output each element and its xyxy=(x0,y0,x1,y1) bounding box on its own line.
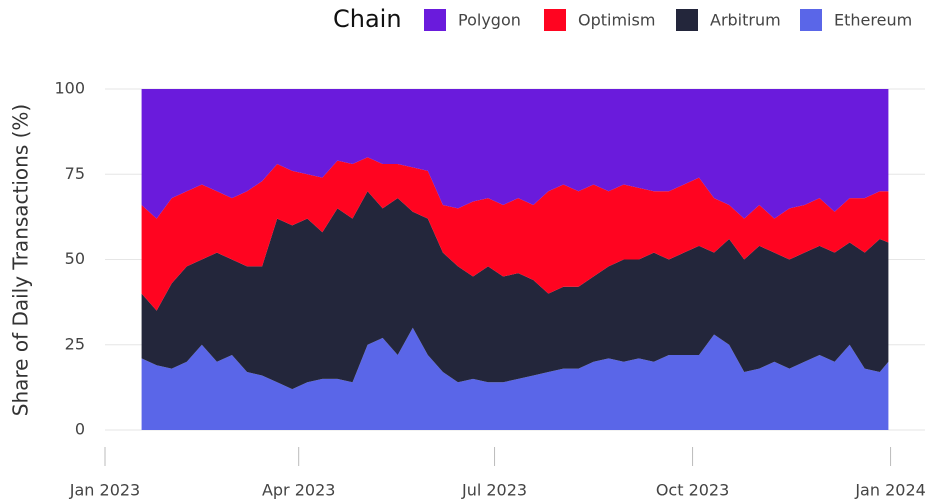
x-tick-label: Oct 2023 xyxy=(656,481,729,500)
x-tick-label: Jan 2024 xyxy=(854,481,925,500)
y-axis-label: Share of Daily Transactions (%) xyxy=(9,104,33,416)
x-tick-label: Apr 2023 xyxy=(262,481,335,500)
legend-label: Arbitrum xyxy=(710,11,781,30)
y-tick-label: 25 xyxy=(65,334,85,353)
legend-label: Ethereum xyxy=(834,11,912,30)
y-tick-label: 0 xyxy=(75,420,85,439)
legend-swatch xyxy=(676,9,698,31)
legend-label: Polygon xyxy=(458,11,521,30)
area xyxy=(141,191,889,390)
x-tick-label: Jul 2023 xyxy=(461,481,527,500)
y-tick-label: 100 xyxy=(54,79,85,98)
legend-swatch xyxy=(800,9,822,31)
y-tick-label: 75 xyxy=(65,164,85,183)
area xyxy=(141,89,889,219)
legend-label: Optimism xyxy=(578,11,655,30)
y-tick-label: 50 xyxy=(65,249,85,268)
area xyxy=(141,327,889,430)
area xyxy=(141,157,889,311)
legend-swatch xyxy=(544,9,566,31)
legend-swatch xyxy=(424,9,446,31)
x-tick-label: Jan 2023 xyxy=(69,481,140,500)
legend-title: Chain xyxy=(333,5,402,33)
